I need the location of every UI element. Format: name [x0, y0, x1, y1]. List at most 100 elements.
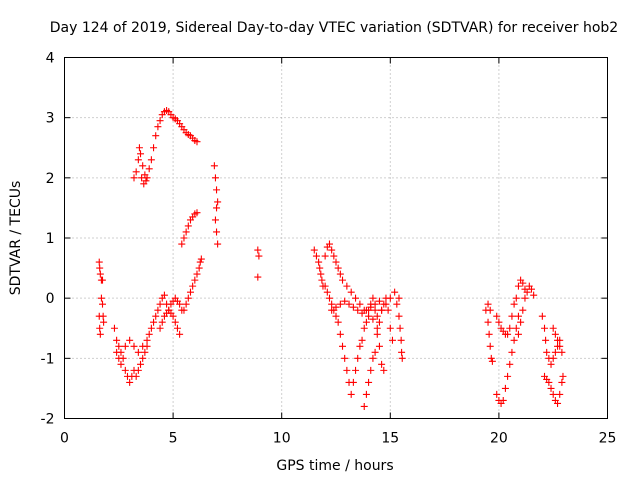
data-point: [341, 297, 349, 305]
data-point: [349, 378, 357, 386]
data-point: [99, 276, 107, 284]
data-point: [158, 318, 166, 326]
data-point: [486, 342, 494, 350]
data-point: [176, 300, 184, 308]
data-point: [255, 252, 263, 260]
data-point: [514, 330, 522, 338]
data-point: [398, 348, 406, 356]
data-point: [336, 300, 344, 308]
data-point: [508, 312, 516, 320]
data-point: [193, 209, 201, 217]
plot-frame: [64, 57, 608, 419]
x-tick-label: 0: [60, 431, 69, 447]
y-tick-label: 1: [46, 231, 55, 247]
data-point: [139, 162, 147, 170]
data-point: [152, 132, 160, 140]
data-point: [143, 336, 151, 344]
data-point: [130, 174, 138, 182]
data-point: [130, 342, 138, 350]
data-point: [343, 282, 351, 290]
data-point: [186, 288, 194, 296]
x-tick-label: 5: [169, 431, 178, 447]
data-point: [193, 270, 201, 278]
data-point: [375, 318, 383, 326]
data-point: [369, 294, 377, 302]
grid: [64, 57, 608, 419]
data-point: [558, 348, 566, 356]
data-point: [547, 384, 555, 392]
data-point: [386, 324, 394, 332]
data-point: [196, 258, 204, 266]
data-point: [141, 348, 149, 356]
data-point: [484, 300, 492, 308]
y-tick-label: 3: [46, 111, 55, 127]
data-point: [356, 300, 364, 308]
data-point: [126, 378, 134, 386]
data-point: [210, 162, 218, 170]
data-point: [132, 168, 140, 176]
data-point: [184, 222, 192, 230]
data-point: [182, 300, 190, 308]
data-point: [334, 264, 342, 272]
data-point: [378, 306, 386, 314]
data-point: [397, 336, 405, 344]
data-point: [316, 264, 324, 272]
data-point: [99, 300, 107, 308]
data-point: [512, 294, 520, 302]
y-tick-label: -2: [41, 412, 55, 428]
data-point: [317, 270, 325, 278]
data-point: [97, 294, 105, 302]
data-point: [180, 306, 188, 314]
data-point: [362, 318, 370, 326]
data-point: [508, 348, 516, 356]
data-point: [369, 354, 377, 362]
data-point: [332, 303, 340, 311]
data-point: [530, 291, 538, 299]
data-point: [559, 372, 567, 380]
data-point: [521, 294, 529, 302]
data-point: [349, 303, 357, 311]
data-point: [380, 366, 388, 374]
y-tick-label: 4: [46, 51, 55, 67]
data-point: [100, 318, 108, 326]
data-point: [499, 396, 507, 404]
data-point: [96, 330, 104, 338]
y-axis-label: SDTVAR / TECUs: [8, 181, 24, 296]
data-point: [352, 294, 360, 302]
data-point: [147, 324, 155, 332]
data-point: [551, 348, 559, 356]
data-point: [365, 312, 373, 320]
data-point: [156, 324, 164, 332]
data-point: [367, 300, 375, 308]
data-point: [134, 348, 142, 356]
data-point: [189, 282, 197, 290]
data-point: [139, 354, 147, 362]
data-point: [132, 372, 140, 380]
data-point: [169, 312, 177, 320]
data-point: [117, 360, 125, 368]
data-point: [347, 390, 355, 398]
data-point: [365, 306, 373, 314]
data-point: [549, 354, 557, 362]
data-point: [527, 285, 535, 293]
data-point: [360, 324, 368, 332]
data-point: [358, 336, 366, 344]
data-point: [315, 258, 323, 266]
data-point: [554, 336, 562, 344]
data-point: [113, 336, 121, 344]
data-point: [332, 258, 340, 266]
data-point: [325, 240, 333, 248]
data-point: [514, 282, 522, 290]
data-point: [354, 306, 362, 314]
data-point: [152, 312, 160, 320]
data-point: [156, 117, 164, 125]
data-point: [506, 360, 514, 368]
data-point: [493, 390, 501, 398]
data-point: [254, 246, 262, 254]
data-point: [115, 354, 123, 362]
data-point: [514, 312, 522, 320]
data-point: [110, 324, 118, 332]
data-point: [487, 354, 495, 362]
data-point: [336, 270, 344, 278]
